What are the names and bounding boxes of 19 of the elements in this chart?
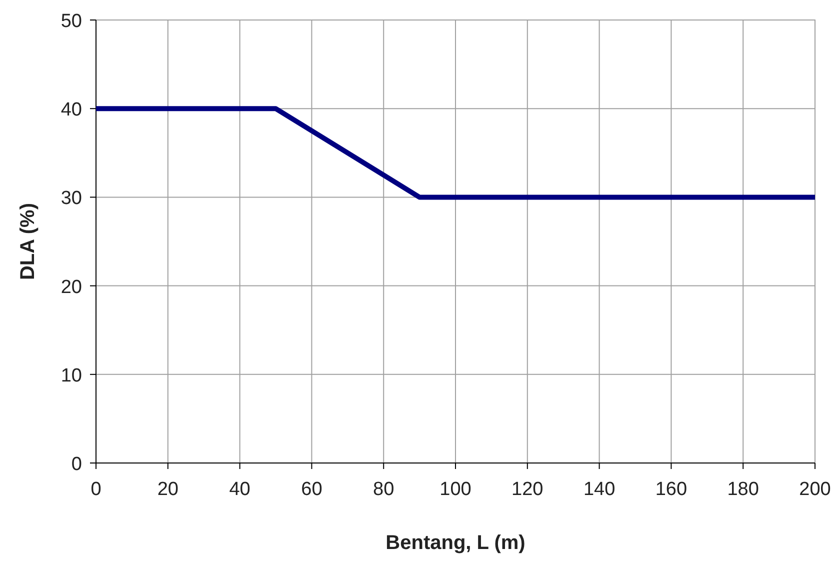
- y-tick-label: 50: [60, 11, 82, 32]
- x-tick-label: 180: [727, 479, 759, 500]
- x-tick-label: 40: [229, 479, 250, 500]
- x-tick-label: 20: [157, 479, 178, 500]
- y-tick-label: 40: [60, 100, 82, 121]
- x-tick-label: 160: [655, 479, 688, 500]
- x-tick-label: 0: [90, 479, 102, 500]
- y-tick-label: 30: [60, 188, 82, 210]
- x-tick-label: 200: [799, 479, 831, 500]
- x-tick-label: 60: [301, 479, 322, 500]
- y-axis-title: DLA (%): [17, 202, 39, 280]
- y-tick-label: 10: [60, 365, 82, 386]
- y-tick-label: 20: [60, 276, 82, 298]
- x-tick-label: 120: [512, 479, 544, 500]
- x-tick-label: 140: [583, 479, 616, 500]
- x-axis-title: Bentang, L (m): [386, 532, 526, 554]
- x-tick-label: 100: [440, 479, 472, 500]
- x-tick-label: 80: [373, 479, 394, 500]
- y-tick-label: 0: [71, 454, 82, 475]
